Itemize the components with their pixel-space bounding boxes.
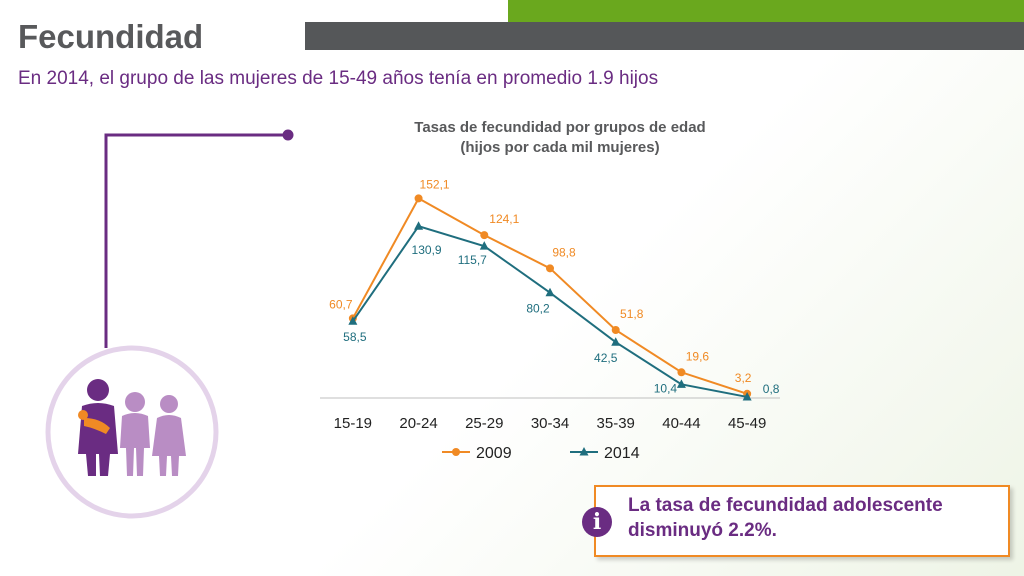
data-point (676, 379, 686, 388)
info-text: La tasa de fecundidad adolescente dismin… (628, 495, 943, 541)
fertility-line-chart: 15-19 20-24 25-29 30-34 35-39 40-44 45-49 60,7 1… (320, 177, 780, 462)
x-tick-label: 15-19 (334, 415, 372, 432)
x-tick-label: 25-29 (465, 415, 503, 432)
data-point (479, 241, 489, 250)
data-label: 80,2 (526, 302, 550, 316)
x-tick-label: 30-34 (531, 415, 569, 432)
decorative-connector (104, 129, 294, 348)
data-label: 19,6 (686, 349, 710, 363)
data-point (677, 368, 686, 377)
data-point (348, 316, 358, 325)
info-icon: i (582, 507, 612, 537)
data-point (546, 264, 554, 273)
data-label: 124,1 (489, 212, 519, 226)
data-point (611, 337, 621, 346)
people-illustration (45, 345, 219, 519)
chart-title-line1: Tasas de fecundidad por grupos de edad (414, 119, 706, 136)
data-label: 98,8 (552, 245, 576, 259)
data-label: 152,1 (420, 177, 450, 191)
data-point (545, 287, 555, 297)
data-label: 3,2 (735, 371, 752, 385)
data-point (414, 194, 423, 203)
data-point (414, 221, 424, 230)
woman-holding-baby-icon (78, 379, 118, 476)
data-label: 0,8 (763, 382, 780, 396)
legend-marker (452, 448, 460, 456)
circle-frame (45, 345, 219, 519)
data-label: 51,8 (620, 307, 644, 321)
legend-marker (579, 447, 589, 456)
header-gray-bar (305, 22, 1024, 50)
x-tick-label: 45-49 (728, 415, 766, 432)
data-label: 42,5 (594, 351, 618, 365)
data-label: 115,7 (458, 253, 487, 267)
data-label: 10,4 (654, 381, 678, 395)
data-label: 130,9 (412, 243, 442, 257)
chart-title: Tasas de fecundidad por grupos de edad (… (300, 118, 820, 158)
girl-figure-icon (120, 392, 150, 476)
page-subtitle: En 2014, el grupo de las mujeres de 15-4… (18, 68, 659, 89)
legend-label: 2014 (604, 445, 640, 462)
data-point (742, 391, 752, 401)
child-figure-icon (152, 395, 186, 476)
header-green-bar (508, 0, 1024, 22)
chart-title-line2: (hijos por cada mil mujeres) (460, 139, 660, 156)
x-tick-label: 20-24 (399, 415, 437, 432)
data-label: 58,5 (343, 330, 367, 344)
page-title: Fecundidad (18, 18, 204, 55)
data-point (480, 231, 489, 240)
info-callout: i La tasa de fecundidad adolescente dism… (582, 485, 1010, 557)
data-point (611, 326, 620, 335)
legend-label: 2009 (476, 445, 512, 462)
x-tick-label: 35-39 (597, 415, 635, 432)
data-label: 60,7 (329, 297, 353, 311)
x-tick-label: 40-44 (662, 415, 700, 432)
